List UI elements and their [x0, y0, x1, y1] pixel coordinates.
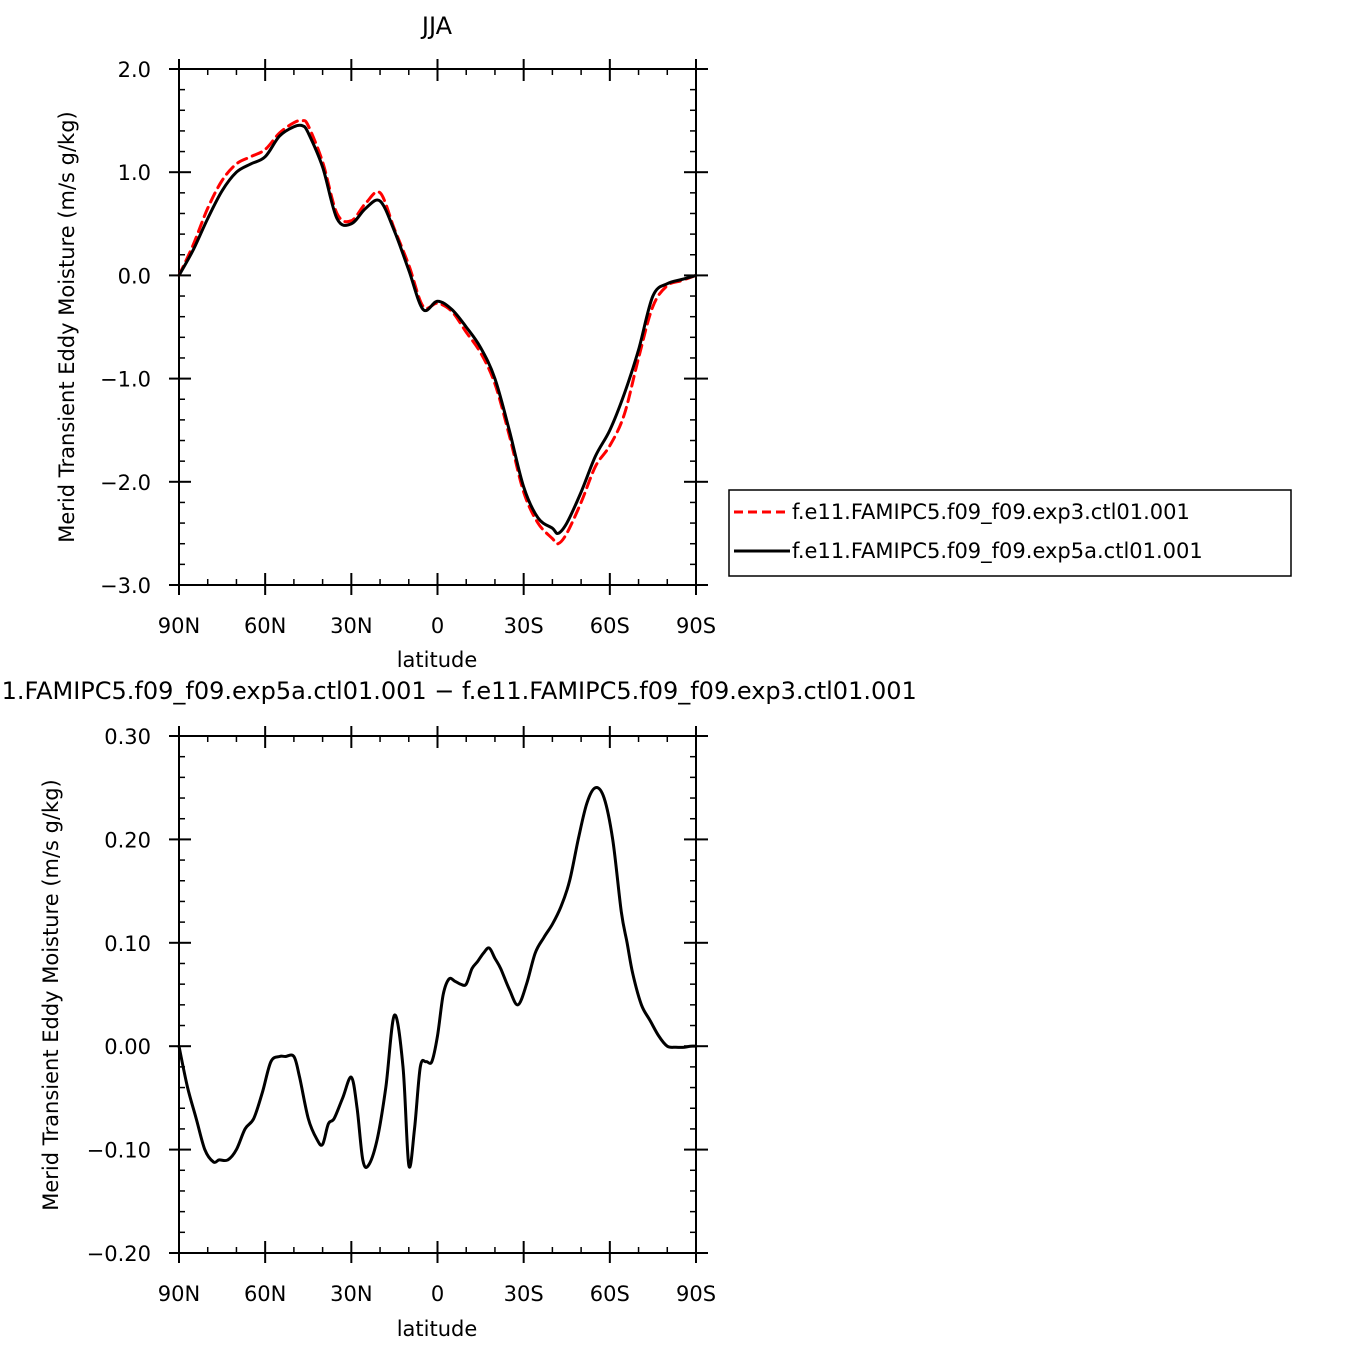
top-series-line-1: [177, 118, 698, 546]
top-x-tick-label: 90S: [676, 614, 716, 638]
bottom-x-tick-label: 30N: [330, 1282, 372, 1306]
top-y-tick-label: 0.0: [118, 264, 151, 288]
top-x-tick-label: 30S: [504, 614, 544, 638]
top-x-tick-label: 30N: [330, 614, 372, 638]
bottom-series-group: [177, 786, 698, 1169]
top-x-tick-label: 0: [431, 614, 444, 638]
bottom-x-tick-label: 60N: [244, 1282, 286, 1306]
bottom-x-tick-label: 0: [431, 1282, 444, 1306]
bottom-x-tick-label: 30S: [504, 1282, 544, 1306]
bottom-x-tick-label: 90S: [676, 1282, 716, 1306]
top-y-tick-label: 2.0: [118, 58, 151, 82]
top-series-group: [177, 118, 698, 546]
top-y-axis-label: Merid Transient Eddy Moisture (m/s g/kg): [55, 111, 79, 543]
bottom-axes: 90N 60N 30N 0 30S 60S 90S 0.30 0.20 0.10 0.00 −0.10…: [87, 725, 716, 1306]
legend-frame: [728, 489, 1292, 577]
bottom-x-tick-label: 90N: [158, 1282, 200, 1306]
bottom-panel: f.e11.FAMIPC5.f09_f09.exp5a.ctl01.001 − …: [0, 677, 917, 1341]
top-y-tick-label: −2.0: [100, 471, 151, 495]
top-x-tick-label: 60N: [244, 614, 286, 638]
top-y-tick-label: −3.0: [100, 574, 151, 598]
top-panel: JJA Merid Transient Eddy Moisture (m/s g…: [55, 12, 1292, 672]
top-x-tick-label: 60S: [590, 614, 630, 638]
legend-label-exp5a: f.e11.FAMIPC5.f09_f09.exp5a.ctl01.001: [792, 539, 1203, 564]
bottom-y-tick-label: 0.10: [104, 932, 151, 956]
top-chart-title: JJA: [420, 12, 453, 40]
legend: f.e11.FAMIPC5.f09_f09.exp3.ctl01.001 f.e…: [728, 489, 1292, 577]
top-y-tick-label: 1.0: [118, 161, 151, 185]
bottom-y-tick-label: −0.20: [87, 1242, 151, 1266]
top-axes: 90N 60N 30N 0 30S 60S 90S 2.0 1.0 0.0 −1.0 −2.0 −3.0: [100, 58, 716, 638]
bottom-y-tick-label: 0.20: [104, 828, 151, 852]
legend-label-exp3: f.e11.FAMIPC5.f09_f09.exp3.ctl01.001: [792, 500, 1190, 525]
bottom-y-tick-label: −0.10: [87, 1139, 151, 1163]
top-series-line-2: [177, 123, 698, 536]
bottom-y-tick-label: 0.00: [104, 1035, 151, 1059]
bottom-series-line-1: [177, 786, 698, 1169]
bottom-x-tick-label: 60S: [590, 1282, 630, 1306]
top-x-axis-label: latitude: [397, 648, 478, 672]
bottom-y-axis-label: Merid Transient Eddy Moisture (m/s g/kg): [39, 779, 63, 1211]
top-x-tick-label: 90N: [158, 614, 200, 638]
bottom-chart-title: f.e11.FAMIPC5.f09_f09.exp5a.ctl01.001 − …: [0, 677, 917, 705]
top-plot-frame: [178, 68, 697, 586]
top-y-tick-label: −1.0: [100, 368, 151, 392]
bottom-y-tick-label: 0.30: [104, 725, 151, 749]
bottom-x-axis-label: latitude: [397, 1317, 478, 1341]
bottom-plot-frame: [178, 735, 697, 1254]
